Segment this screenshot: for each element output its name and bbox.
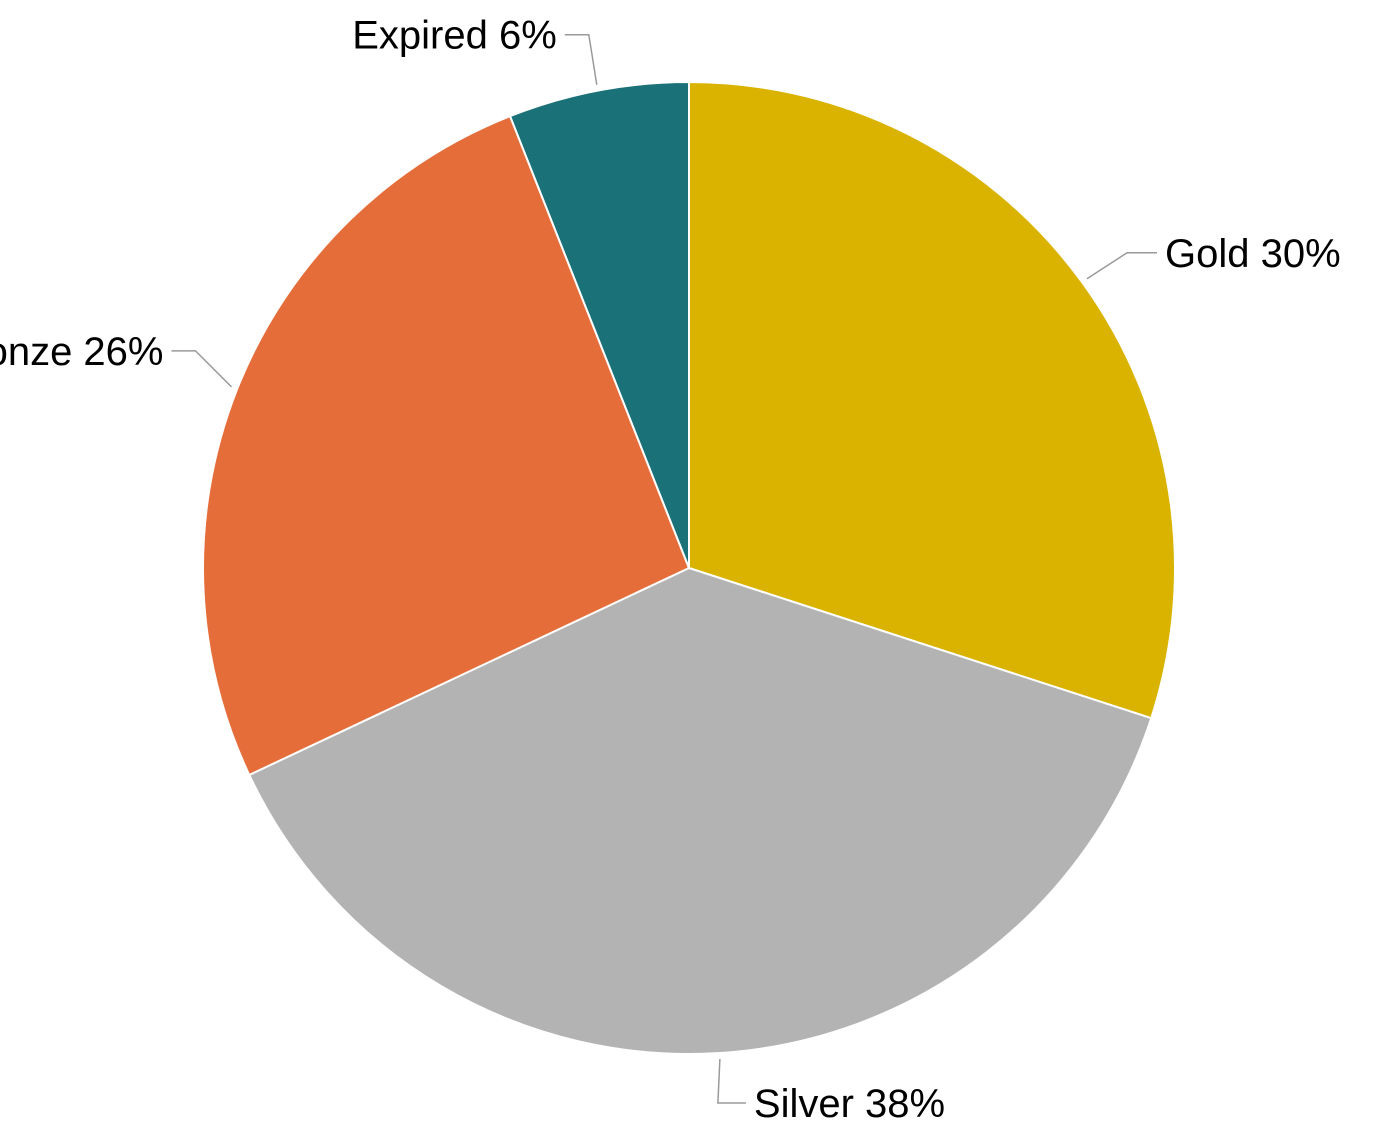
- leader-lines-layer: [171, 33, 1157, 1104]
- data-label-silver: Silver 38%: [754, 1082, 945, 1126]
- data-label-expired: Expired 6%: [352, 14, 557, 58]
- leader-line-expired: [564, 33, 598, 85]
- leader-line-silver: [717, 1058, 746, 1104]
- leader-line-bronze: [171, 350, 233, 388]
- pie-slice-gold: [688, 80, 1176, 720]
- data-label-gold: Gold 30%: [1165, 232, 1341, 276]
- data-labels-layer: Gold 30% Silver 38% Bronze 26% Expired 6%: [0, 14, 1341, 1126]
- leader-line-gold: [1086, 252, 1157, 280]
- pie-slice-bronze: [202, 114, 691, 777]
- data-label-bronze: Bronze 26%: [0, 330, 164, 374]
- pie-slice-expired: [508, 80, 690, 569]
- pie-slice-silver: [247, 566, 1153, 1055]
- slices-layer: [202, 80, 1176, 1055]
